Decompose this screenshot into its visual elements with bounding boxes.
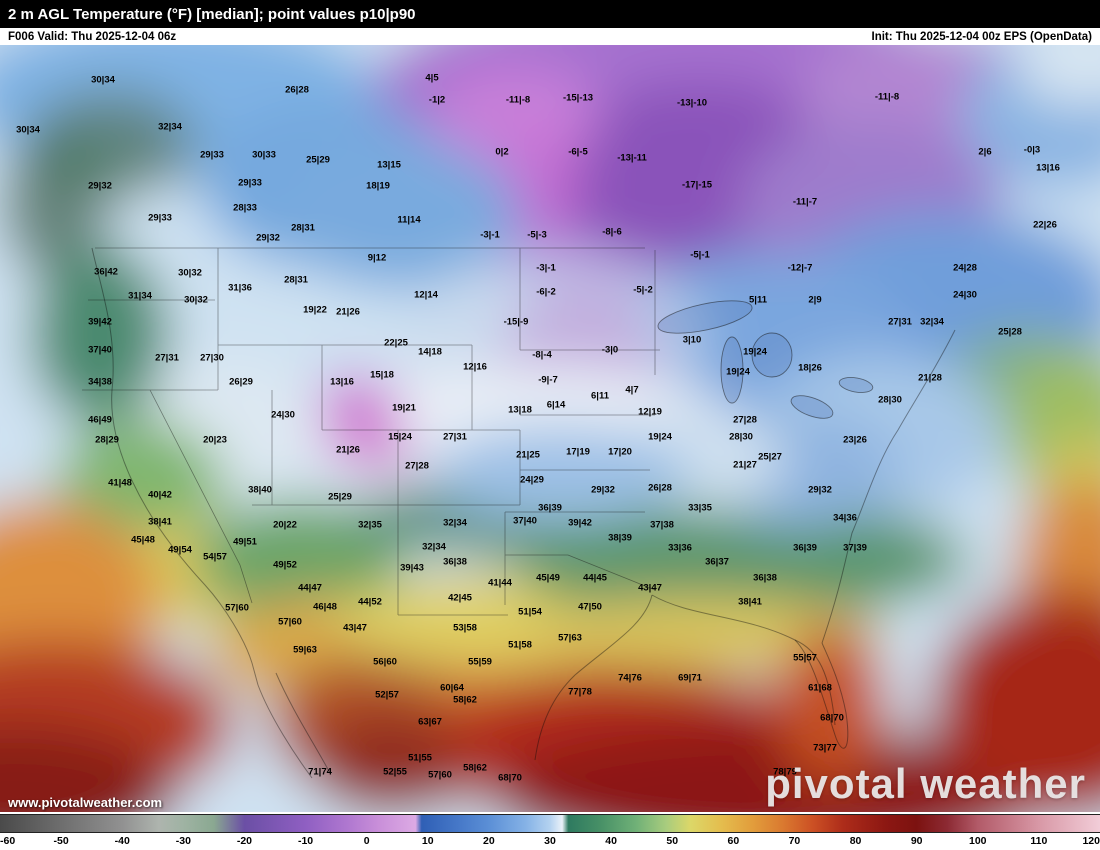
temperature-field-graphic bbox=[0, 45, 1100, 812]
colorbar-gradient bbox=[0, 814, 1100, 833]
colorbar-tick-label: -60 bbox=[0, 835, 16, 847]
watermark: www.pivotalweather.com bbox=[8, 795, 163, 810]
colorbar-ticks: -60 -50 -40 -30 -20 -10 0 10 20 30 40 50 60 70 80 90 100… bbox=[0, 835, 1100, 849]
map-title: 2 m AGL Temperature (°F) [median]; point… bbox=[8, 5, 416, 23]
colorbar-tick-label: 50 bbox=[666, 835, 679, 847]
temperature-map bbox=[0, 45, 1100, 812]
colorbar-tick-label: 40 bbox=[605, 835, 617, 847]
colorbar-tick-label: -50 bbox=[53, 835, 69, 847]
colorbar-tick-label: 10 bbox=[421, 835, 434, 847]
colorbar-tick-label: 90 bbox=[910, 835, 923, 847]
colorbar-tick-label: 0 bbox=[363, 835, 370, 847]
colorbar-tick-label: 70 bbox=[788, 835, 801, 847]
colorbar-tick-label: 120 bbox=[1082, 835, 1100, 847]
colorbar-tick-label: -40 bbox=[114, 835, 130, 847]
colorbar-tick-label: 110 bbox=[1030, 835, 1048, 847]
state-borders bbox=[82, 247, 660, 616]
colorbar-tick-label: -30 bbox=[175, 835, 191, 847]
colorbar: -60 -50 -40 -30 -20 -10 0 10 20 30 40 50 60 70 80 90 100… bbox=[0, 812, 1100, 850]
colorbar-tick-label: 30 bbox=[544, 835, 556, 847]
colorbar-tick-label: -10 bbox=[297, 835, 314, 847]
colorbar-tick-label: 80 bbox=[849, 835, 862, 847]
great-lakes bbox=[657, 300, 874, 419]
coastlines bbox=[91, 247, 956, 779]
valid-time-label: F006 Valid: Thu 2025-12-04 06z bbox=[8, 30, 177, 43]
init-time-label: Init: Thu 2025-12-04 00z EPS (OpenData) bbox=[871, 30, 1092, 43]
colorbar-tick-label: 100 bbox=[969, 835, 987, 847]
info-bar: F006 Valid: Thu 2025-12-04 06z Init: Thu… bbox=[0, 28, 1100, 45]
colorbar-tick-label: -20 bbox=[236, 835, 253, 847]
colorbar-tick-label: 20 bbox=[483, 835, 495, 847]
colorbar-tick-label: 60 bbox=[727, 835, 740, 847]
pivotal-weather-logo: pivotal weather bbox=[765, 760, 1086, 807]
title-bar: 2 m AGL Temperature (°F) [median]; point… bbox=[0, 0, 1100, 28]
